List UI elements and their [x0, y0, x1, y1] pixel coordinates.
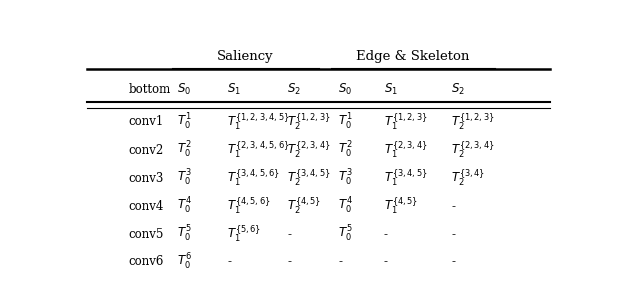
Text: $T_1^{\{4,5,6\}}$: $T_1^{\{4,5,6\}}$ [227, 196, 271, 216]
Text: -: - [227, 255, 231, 268]
Text: $T_0^4$: $T_0^4$ [338, 196, 353, 216]
Text: conv5: conv5 [128, 228, 164, 241]
Text: $T_0^1$: $T_0^1$ [338, 112, 353, 132]
Text: $T_2^{\{1,2,3\}}$: $T_2^{\{1,2,3\}}$ [287, 112, 331, 132]
Text: -: - [287, 228, 292, 241]
Text: $T_1^{\{2,3,4,5,6\}}$: $T_1^{\{2,3,4,5,6\}}$ [227, 140, 290, 160]
Text: conv2: conv2 [128, 143, 164, 157]
Text: Edge & Skeleton: Edge & Skeleton [356, 50, 470, 63]
Text: $T_0^3$: $T_0^3$ [177, 168, 191, 188]
Text: -: - [384, 228, 388, 241]
Text: $T_2^{\{1,2,3\}}$: $T_2^{\{1,2,3\}}$ [452, 112, 495, 132]
Text: $S_2$: $S_2$ [287, 81, 301, 97]
Text: conv4: conv4 [128, 200, 164, 213]
Text: -: - [287, 255, 292, 268]
Text: Saliency: Saliency [217, 50, 274, 63]
Text: -: - [452, 200, 455, 213]
Text: $T_1^{\{3,4,5\}}$: $T_1^{\{3,4,5\}}$ [384, 168, 427, 188]
Text: $T_0^4$: $T_0^4$ [177, 196, 192, 216]
Text: $T_2^{\{3,4\}}$: $T_2^{\{3,4\}}$ [452, 168, 486, 188]
Text: -: - [452, 228, 455, 241]
Text: $T_1^{\{2,3,4\}}$: $T_1^{\{2,3,4\}}$ [384, 140, 427, 160]
Text: $S_0$: $S_0$ [177, 81, 191, 97]
Text: -: - [384, 255, 388, 268]
Text: $T_1^{\{5,6\}}$: $T_1^{\{5,6\}}$ [227, 224, 261, 244]
Text: $S_0$: $S_0$ [338, 81, 352, 97]
Text: -: - [338, 255, 342, 268]
Text: conv3: conv3 [128, 171, 164, 185]
Text: -: - [452, 255, 455, 268]
Text: $T_0^3$: $T_0^3$ [338, 168, 353, 188]
Text: $T_0^6$: $T_0^6$ [177, 252, 192, 272]
Text: $T_0^1$: $T_0^1$ [177, 112, 191, 132]
Text: conv1: conv1 [128, 116, 164, 128]
Text: $S_1$: $S_1$ [227, 81, 241, 97]
Text: $T_1^{\{3,4,5,6\}}$: $T_1^{\{3,4,5,6\}}$ [227, 168, 281, 188]
Text: $T_1^{\{4,5\}}$: $T_1^{\{4,5\}}$ [384, 196, 418, 216]
Text: $T_0^2$: $T_0^2$ [338, 140, 353, 160]
Text: $T_0^5$: $T_0^5$ [177, 224, 191, 244]
Text: $S_2$: $S_2$ [452, 81, 465, 97]
Text: $T_2^{\{4,5\}}$: $T_2^{\{4,5\}}$ [287, 196, 322, 216]
Text: bottom: bottom [128, 83, 170, 96]
Text: $T_0^5$: $T_0^5$ [338, 224, 353, 244]
Text: $T_1^{\{1,2,3\}}$: $T_1^{\{1,2,3\}}$ [384, 112, 427, 132]
Text: $T_2^{\{3,4,5\}}$: $T_2^{\{3,4,5\}}$ [287, 168, 331, 188]
Text: conv6: conv6 [128, 255, 164, 268]
Text: $T_2^{\{2,3,4\}}$: $T_2^{\{2,3,4\}}$ [452, 140, 495, 160]
Text: $T_2^{\{2,3,4\}}$: $T_2^{\{2,3,4\}}$ [287, 140, 331, 160]
Text: $S_1$: $S_1$ [384, 81, 398, 97]
Text: $T_0^2$: $T_0^2$ [177, 140, 191, 160]
Text: $T_1^{\{1,2,3,4,5\}}$: $T_1^{\{1,2,3,4,5\}}$ [227, 112, 290, 132]
